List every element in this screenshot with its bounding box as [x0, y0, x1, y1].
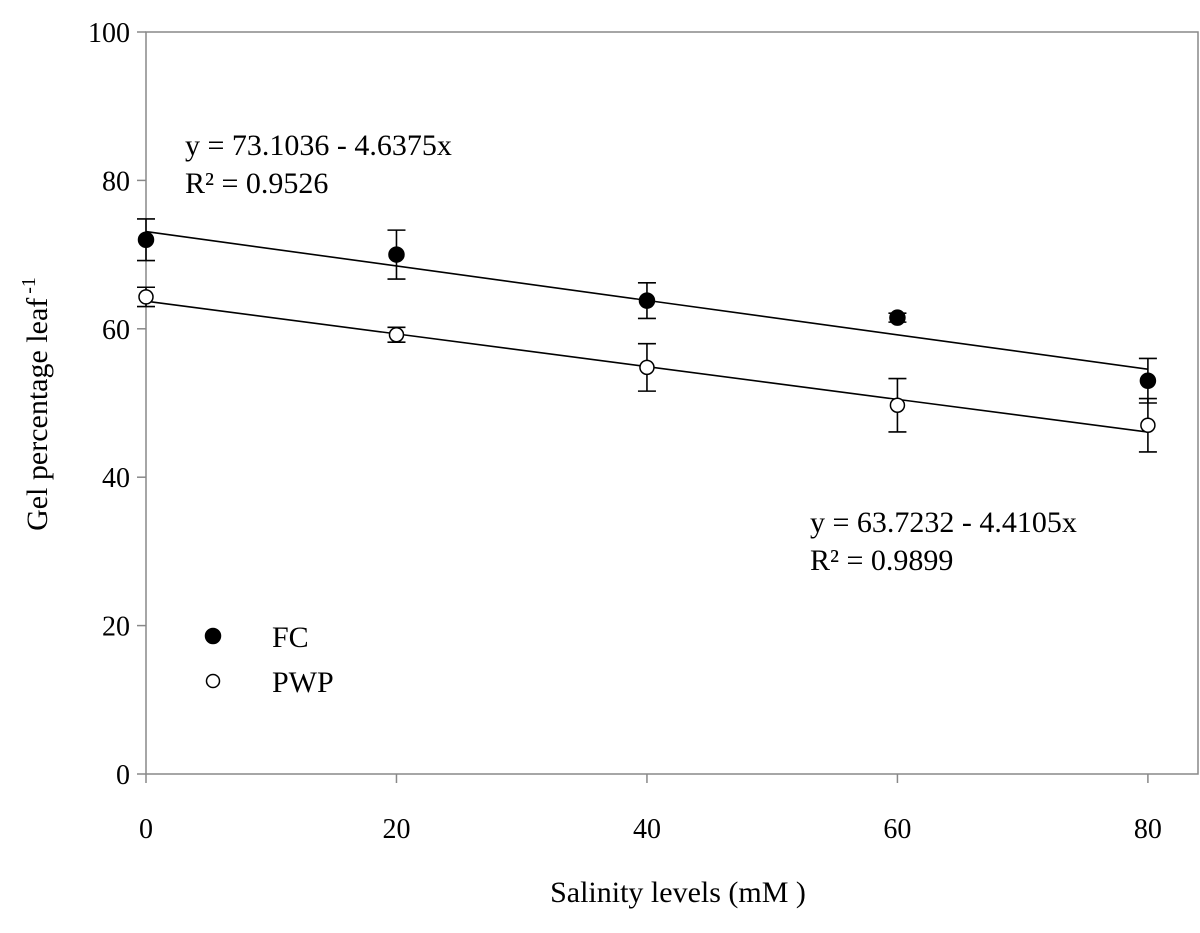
- y-tick-label: 40: [102, 463, 130, 494]
- y-axis-title-main: Gel percentage leaf: [21, 298, 54, 531]
- x-tick-label: 40: [633, 814, 661, 845]
- fc-r2-label: R² = 0.9526: [185, 167, 328, 200]
- legend-fc-marker: [204, 627, 222, 645]
- fc-point: [388, 246, 405, 263]
- pwp-equation-label: y = 63.7232 - 4.4105x: [810, 506, 1077, 539]
- x-tick-label: 80: [1134, 814, 1162, 845]
- legend-fc-label: FC: [272, 621, 309, 654]
- fc-point: [638, 292, 656, 309]
- trendlines-group: [145, 230, 1149, 433]
- errorbars-group: [137, 218, 1157, 453]
- fc-point: [889, 309, 906, 326]
- pwp-point: [1140, 417, 1156, 434]
- x-axis-title: Salinity levels (mM ): [550, 876, 806, 909]
- fc-equation-label: y = 73.1036 - 4.6375x: [185, 129, 452, 162]
- pwp-point: [889, 397, 906, 413]
- fc-point: [137, 231, 155, 249]
- y-tick-label: 60: [102, 315, 130, 346]
- legend-pwp-marker: [205, 673, 221, 689]
- pwp-point: [388, 326, 405, 343]
- y-tick-label: 20: [102, 612, 130, 643]
- fc-point: [1139, 372, 1157, 389]
- plot-frame: [145, 31, 1199, 775]
- pwp-point: [639, 359, 655, 376]
- y-axis-title: Gel percentage leaf -1: [18, 277, 54, 531]
- x-tick-label: 0: [139, 814, 153, 845]
- legend: FC PWP: [204, 621, 334, 699]
- legend-pwp-label: PWP: [272, 666, 334, 699]
- pwp-r2-label: R² = 0.9899: [810, 544, 953, 577]
- y-axis-title-superscript: -1: [18, 277, 40, 294]
- x-tick-label: 60: [883, 814, 911, 845]
- y-tick-label: 80: [102, 166, 130, 197]
- points-group: [137, 231, 1157, 434]
- x-tick-label: 20: [382, 814, 410, 845]
- axes-group: 0 20 40 60 80 100 0 20 40 60 80: [88, 18, 1199, 845]
- pwp-point: [138, 289, 154, 305]
- y-tick-label: 0: [116, 760, 130, 791]
- y-tick-label: 100: [88, 18, 130, 49]
